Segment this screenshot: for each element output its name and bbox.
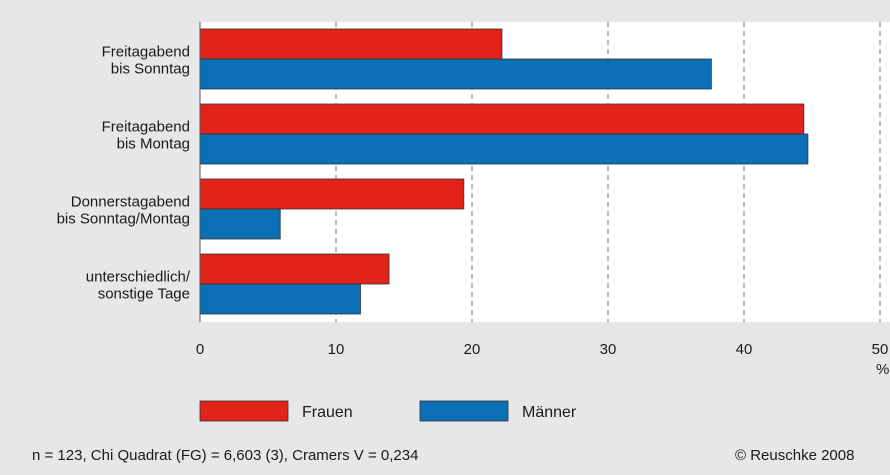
x-tick-label: 30	[600, 341, 617, 358]
x-tick-labels: 0 10 20 30 40 50	[196, 341, 889, 358]
bar-männer-2	[199, 208, 281, 240]
bar-frauen-2	[199, 178, 465, 210]
category-label: unterschiedlich/sonstige Tage	[86, 269, 191, 303]
x-tick-label: 10	[328, 341, 345, 358]
category-labels: Freitagabend bis Sonntag Freitagabend bis M…	[57, 44, 191, 303]
category-label: Freitagabend bis Montag	[102, 119, 190, 153]
x-unit-label: %	[876, 361, 889, 378]
legend-swatch-männer	[419, 400, 509, 422]
legend-label-frauen: Frauen	[302, 404, 353, 421]
bar-männer-3	[199, 283, 361, 315]
bar-frauen-1	[199, 103, 805, 135]
x-tick-label: 40	[736, 341, 753, 358]
legend-swatch-frauen	[199, 400, 289, 422]
bars	[199, 28, 809, 315]
bar-frauen-0	[199, 28, 503, 60]
x-tick-label: 0	[196, 341, 204, 358]
legend-label-männer: Männer	[522, 404, 577, 421]
x-tick-label: 20	[464, 341, 481, 358]
bar-männer-1	[199, 133, 809, 165]
category-label: Freitagabend bis Sonntag	[102, 44, 190, 78]
x-tick-label: 50	[872, 341, 889, 358]
statistics-note: n = 123, Chi Quadrat (FG) = 6,603 (3), C…	[32, 447, 419, 464]
category-label: Donnerstagabend bis Sonntag/Montag	[57, 194, 190, 228]
bar-frauen-3	[199, 253, 390, 285]
bar-männer-0	[199, 58, 712, 90]
copyright-note: © Reuschke 2008	[735, 447, 855, 464]
legend: Frauen Männer	[199, 400, 577, 422]
